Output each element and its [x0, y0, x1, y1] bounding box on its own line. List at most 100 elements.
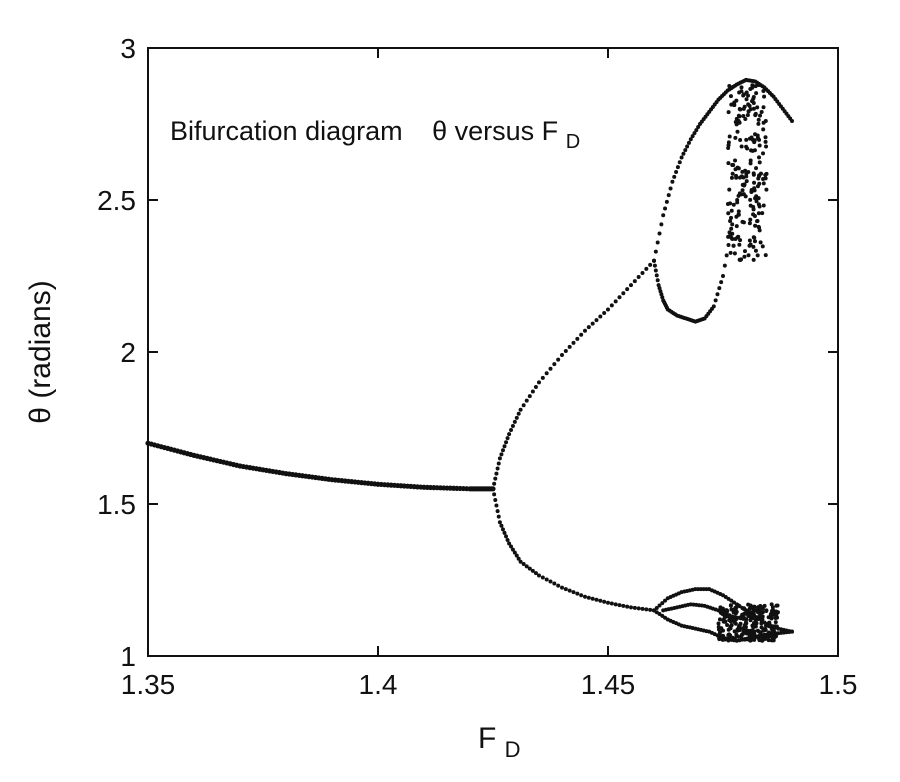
data-point [609, 303, 614, 308]
data-point [721, 274, 725, 278]
data-point [518, 559, 523, 564]
annotation-theta: θ versus F [432, 116, 558, 146]
data-point [500, 527, 505, 532]
data-point [735, 197, 740, 202]
data-point [556, 583, 561, 588]
data-point [748, 107, 753, 112]
data-point [748, 634, 753, 639]
data-point [766, 615, 771, 620]
data-point [727, 632, 732, 637]
data-point [774, 603, 779, 608]
data-point [763, 135, 768, 140]
data-point [495, 466, 500, 471]
data-point [514, 415, 519, 420]
data-point [505, 436, 510, 441]
data-point [751, 212, 756, 217]
data-point [751, 171, 756, 176]
data-point [730, 171, 735, 176]
data-point [761, 176, 766, 181]
data-point [674, 170, 679, 175]
data-point [744, 637, 749, 642]
data-point [726, 110, 731, 115]
data-point [621, 603, 626, 608]
data-point [625, 604, 630, 609]
data-point [751, 257, 756, 262]
data-point [741, 114, 746, 119]
data-point [594, 318, 599, 323]
data-point [761, 88, 766, 93]
annotation-main: Bifurcation diagram [170, 116, 403, 146]
data-point [729, 215, 734, 220]
data-point [757, 155, 762, 160]
data-point [659, 222, 664, 227]
data-point [746, 253, 751, 258]
data-point [524, 398, 529, 403]
data-point [492, 481, 497, 486]
data-point [502, 444, 507, 449]
data-point [625, 287, 630, 292]
data-point [741, 192, 746, 197]
x-tick-label: 1.45 [581, 669, 636, 700]
data-point [655, 240, 660, 245]
data-point [732, 620, 737, 625]
data-point [751, 625, 756, 630]
data-point [729, 102, 734, 107]
data-point [655, 278, 660, 283]
data-point [751, 235, 756, 240]
data-point [756, 176, 761, 181]
data-point [644, 266, 649, 271]
data-point [766, 624, 771, 629]
data-point [763, 636, 768, 641]
data-point [530, 568, 535, 573]
data-point [660, 295, 665, 300]
data-point [746, 93, 750, 98]
data-point [759, 621, 764, 626]
data-point [730, 607, 735, 612]
data-point [586, 325, 591, 330]
data-point [736, 166, 741, 171]
data-point [717, 286, 722, 291]
data-point [756, 202, 761, 207]
data-point [491, 486, 495, 491]
data-point [741, 93, 746, 98]
data-point [636, 275, 641, 280]
data-point [761, 203, 766, 208]
data-point [753, 617, 758, 622]
data-point [726, 161, 731, 166]
data-point [586, 595, 591, 600]
data-point [548, 366, 553, 371]
data-point [756, 117, 761, 122]
data-point [758, 240, 763, 245]
data-point [759, 633, 764, 638]
y-tick-label: 1 [120, 641, 136, 672]
data-point [739, 144, 744, 149]
data-point [730, 231, 735, 236]
data-point [652, 263, 657, 268]
data-point [567, 344, 572, 349]
data-point [740, 631, 745, 636]
data-point [731, 163, 736, 168]
data-point [504, 534, 509, 539]
data-point [752, 138, 757, 143]
data-point [754, 166, 759, 171]
data-point [717, 637, 722, 642]
data-point [719, 280, 724, 285]
data-point [741, 106, 746, 111]
data-point [743, 620, 748, 625]
data-point [759, 109, 764, 114]
data-point [753, 132, 758, 137]
data-point [740, 182, 745, 187]
data-point [736, 209, 741, 214]
data-point [729, 175, 734, 180]
data-point [761, 628, 766, 633]
data-point [493, 497, 498, 502]
data-point [739, 85, 744, 90]
data-point [711, 304, 716, 309]
data-point [751, 207, 756, 212]
data-point [722, 263, 727, 268]
data-point [736, 113, 741, 118]
y-tick-label: 2.5 [97, 185, 136, 216]
data-point [748, 161, 753, 166]
data-point [723, 637, 728, 642]
data-point [755, 184, 760, 189]
